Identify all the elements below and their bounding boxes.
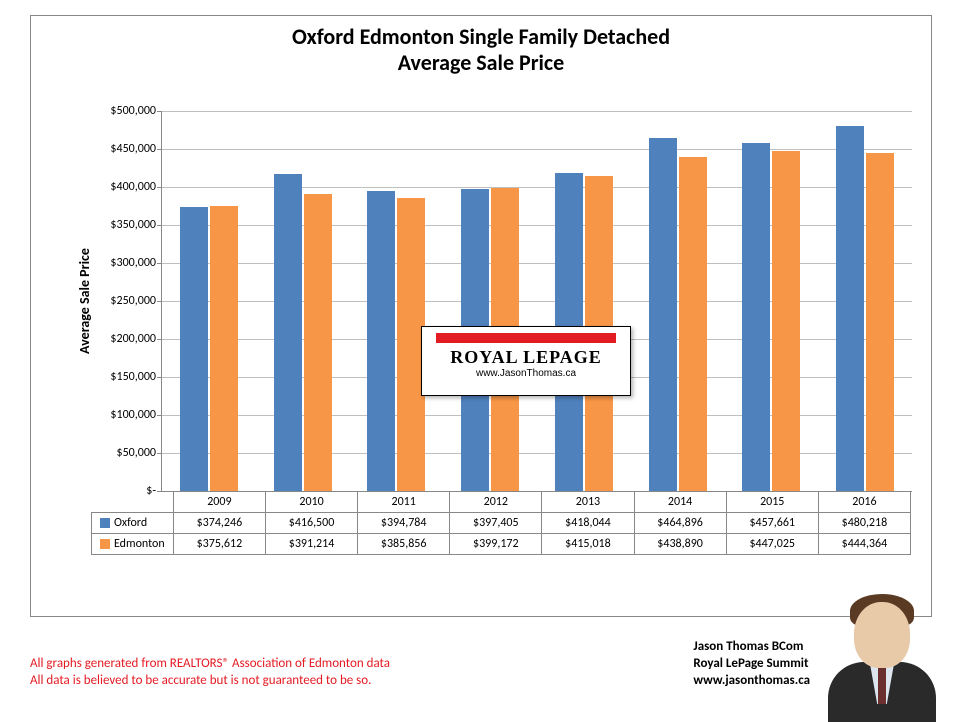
watermark-accent-bar xyxy=(436,333,616,343)
data-cell: $444,364 xyxy=(818,534,910,555)
y-tick-label: $100,000 xyxy=(110,408,156,422)
y-tick-label: $50,000 xyxy=(117,446,157,460)
bar-edmonton xyxy=(772,151,800,491)
bar-edmonton xyxy=(866,153,894,491)
year-header: 2010 xyxy=(265,492,357,513)
data-cell: $394,784 xyxy=(358,513,450,534)
bar-oxford xyxy=(367,191,395,491)
y-tick-label: $500,000 xyxy=(110,104,156,118)
footer-author: Jason Thomas BCom Royal LePage Summit ww… xyxy=(693,639,810,690)
royal-lepage-watermark: ROYAL LEPAGE www.JasonThomas.ca xyxy=(421,326,631,396)
author-url: www.jasonthomas.ca xyxy=(693,673,810,690)
bar-group xyxy=(836,126,894,491)
legend-swatch-icon xyxy=(100,539,110,549)
year-header: 2012 xyxy=(450,492,542,513)
title-line-1: Oxford Edmonton Single Family Detached xyxy=(31,24,931,50)
author-name: Jason Thomas BCom xyxy=(693,639,810,656)
bar-group xyxy=(649,138,707,491)
plot-area: $-$50,000$100,000$150,000$200,000$250,00… xyxy=(161,111,912,492)
y-tick-label: $150,000 xyxy=(110,370,156,384)
data-cell: $397,405 xyxy=(450,513,542,534)
watermark-url: www.JasonThomas.ca xyxy=(426,368,626,379)
bar-oxford xyxy=(274,174,302,491)
bar-oxford xyxy=(180,207,208,491)
bar-edmonton xyxy=(304,194,332,491)
y-tick-label: $200,000 xyxy=(110,332,156,346)
legend-edmonton: Edmonton xyxy=(92,534,174,555)
bar-edmonton xyxy=(210,206,238,491)
chart-title: Oxford Edmonton Single Family Detached A… xyxy=(31,16,931,77)
year-header: 2011 xyxy=(358,492,450,513)
data-cell: $457,661 xyxy=(726,513,818,534)
title-line-2: Average Sale Price xyxy=(31,50,931,76)
y-tick-label: $300,000 xyxy=(110,256,156,270)
author-company: Royal LePage Summit xyxy=(693,656,810,673)
disclaimer-line-1: All graphs generated from REALTORS® Asso… xyxy=(30,656,390,673)
data-cell: $447,025 xyxy=(726,534,818,555)
data-cell: $375,612 xyxy=(173,534,265,555)
data-cell: $385,856 xyxy=(358,534,450,555)
y-tick-label: $450,000 xyxy=(110,142,156,156)
author-photo-icon xyxy=(822,590,942,720)
year-header: 2013 xyxy=(542,492,634,513)
data-cell: $391,214 xyxy=(265,534,357,555)
data-cell: $399,172 xyxy=(450,534,542,555)
chart-frame: Oxford Edmonton Single Family Detached A… xyxy=(30,15,932,617)
bar-oxford xyxy=(649,138,677,491)
year-header: 2009 xyxy=(173,492,265,513)
gridline xyxy=(162,111,912,112)
data-cell: $415,018 xyxy=(542,534,634,555)
legend-swatch-icon xyxy=(100,518,110,528)
watermark-brand: ROYAL LEPAGE xyxy=(426,347,626,368)
y-axis-label: Average Sale Price xyxy=(76,248,93,354)
data-cell: $418,044 xyxy=(542,513,634,534)
data-cell: $374,246 xyxy=(173,513,265,534)
y-tick-label: $400,000 xyxy=(110,180,156,194)
legend-oxford: Oxford xyxy=(92,513,174,534)
bar-group xyxy=(367,191,425,491)
data-cell: $416,500 xyxy=(265,513,357,534)
data-cell: $438,890 xyxy=(634,534,726,555)
year-header: 2014 xyxy=(634,492,726,513)
year-header: 2015 xyxy=(726,492,818,513)
bar-group xyxy=(180,206,238,491)
data-cell: $480,218 xyxy=(818,513,910,534)
bar-edmonton xyxy=(679,157,707,491)
bar-group xyxy=(274,174,332,491)
disclaimer-line-2: All data is believed to be accurate but … xyxy=(30,673,390,690)
bar-oxford xyxy=(836,126,864,491)
y-tick-label: $250,000 xyxy=(110,294,156,308)
footer-disclaimer: All graphs generated from REALTORS® Asso… xyxy=(30,656,390,690)
bar-group xyxy=(742,143,800,491)
y-tick-label: $350,000 xyxy=(110,218,156,232)
year-header: 2016 xyxy=(818,492,910,513)
data-table: 20092010201120122013201420152016Oxford$3… xyxy=(91,491,911,555)
data-cell: $464,896 xyxy=(634,513,726,534)
bar-oxford xyxy=(742,143,770,491)
